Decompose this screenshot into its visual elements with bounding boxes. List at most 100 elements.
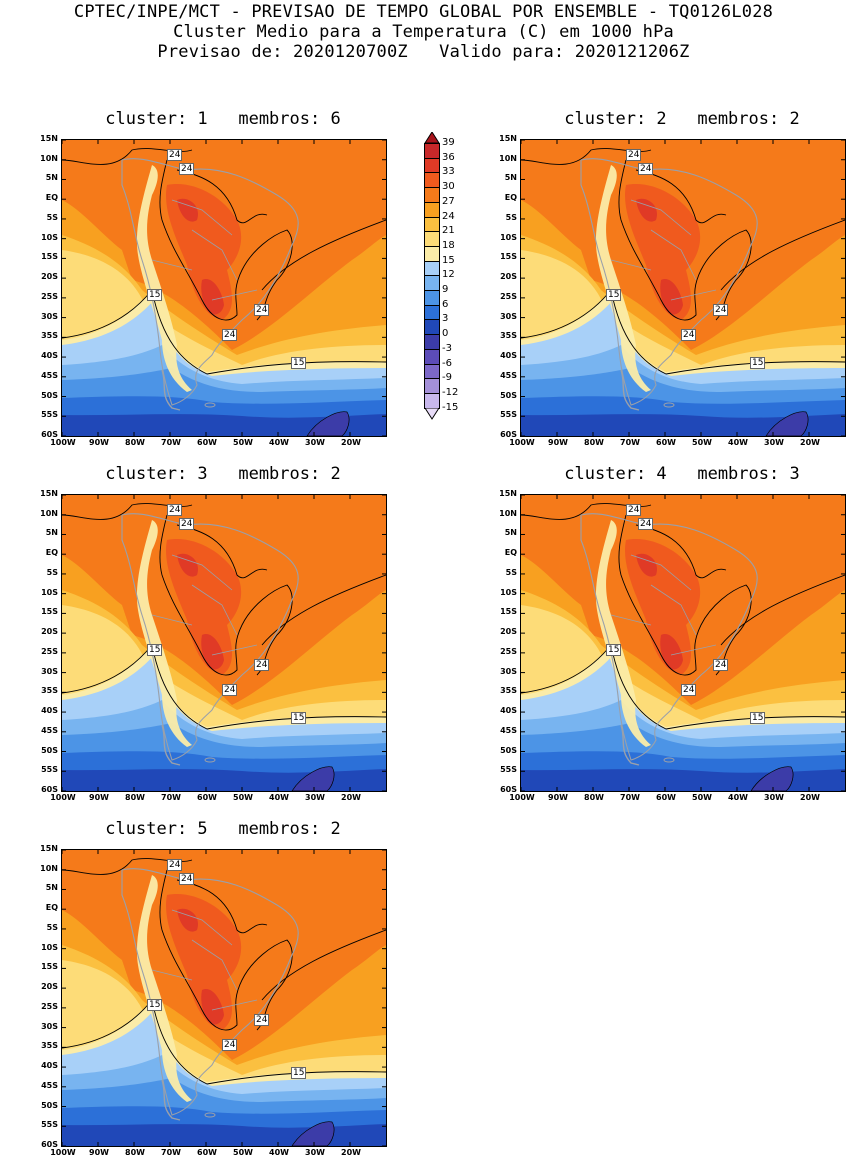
lon-tick-label: 80W	[125, 793, 145, 802]
lon-tick-label: 70W	[620, 793, 640, 802]
lat-tick-label: 60S	[500, 430, 517, 439]
map-svg	[62, 140, 386, 436]
contour-label: 24	[254, 659, 270, 671]
temperature-map	[61, 494, 387, 792]
map-svg	[521, 140, 845, 436]
panel-title: cluster: 3 membros: 2	[105, 464, 341, 484]
lon-tick-label: 100W	[50, 793, 76, 802]
contour-label: 24	[254, 1014, 270, 1026]
lon-tick-label: 30W	[305, 1148, 325, 1157]
lon-tick-label: 40W	[269, 1148, 289, 1157]
lat-tick-label: 15S	[41, 252, 58, 262]
colorbar-segment	[424, 319, 440, 336]
lon-tick-label: 30W	[764, 793, 784, 802]
colorbar-label: 21	[442, 225, 455, 237]
colorbar-label: 15	[442, 254, 455, 266]
lat-tick-label: 45S	[41, 1080, 58, 1090]
lat-tick-label: EQ	[45, 903, 58, 913]
contour-label: 24	[222, 329, 238, 341]
contour-label: 24	[179, 518, 195, 530]
colorbar-label: -9	[442, 372, 452, 384]
lon-tick-label: 20W	[341, 1148, 361, 1157]
lon-tick-label: 100W	[509, 793, 535, 802]
lat-tick-label: 45S	[41, 725, 58, 735]
lat-tick-label: EQ	[45, 548, 58, 558]
lon-tick-label: 70W	[620, 438, 640, 447]
lat-tick-label: 35S	[41, 686, 58, 696]
lon-tick-label: 80W	[584, 793, 604, 802]
colorbar-label: -15	[442, 401, 459, 413]
lon-tick-label: 20W	[800, 793, 820, 802]
lat-tick-label: 55S	[41, 1120, 58, 1130]
colorbar-label: 12	[442, 269, 455, 281]
colorbar-segment	[424, 172, 440, 189]
lon-tick-label: 100W	[50, 438, 76, 447]
colorbar-label: 36	[442, 151, 455, 163]
lon-tick-label: 50W	[233, 1148, 253, 1157]
lon-tick-label: 40W	[728, 438, 748, 447]
lat-tick-label: 15S	[500, 607, 517, 617]
lat-tick-label: 10N	[40, 153, 58, 163]
lat-tick-label: 60S	[41, 785, 58, 794]
colorbar-segment	[424, 275, 440, 291]
contour-label: 24	[681, 329, 697, 341]
lon-tick-label: 40W	[728, 793, 748, 802]
lat-tick-label: 50S	[500, 390, 517, 400]
lat-tick-label: 40S	[500, 706, 517, 716]
contour-label: 24	[179, 873, 195, 885]
lat-tick-label: 10S	[41, 587, 58, 597]
lon-tick-label: 90W	[89, 793, 109, 802]
lat-tick-label: 25S	[41, 1001, 58, 1011]
lat-tick-label: EQ	[45, 193, 58, 203]
lat-tick-label: 15N	[499, 489, 517, 498]
colorbar-segment	[424, 304, 440, 321]
lat-tick-label: 25S	[500, 291, 517, 301]
colorbar-segment	[424, 334, 440, 350]
contour-label: 15	[291, 357, 307, 369]
colorbar-label: 3	[442, 313, 449, 325]
temperature-map	[61, 849, 387, 1147]
lat-tick-label: 55S	[500, 765, 517, 775]
panel-title: cluster: 2 membros: 2	[564, 109, 800, 129]
contour-label: 24	[179, 163, 195, 175]
lon-tick-label: 50W	[233, 793, 253, 802]
colorbar-segment	[424, 143, 440, 159]
lat-tick-label: 30S	[41, 666, 58, 676]
colorbar-segment	[424, 392, 440, 409]
lat-tick-label: 10S	[41, 942, 58, 952]
lon-tick-label: 40W	[269, 438, 289, 447]
colorbar-segment	[424, 260, 440, 277]
lat-tick-label: 15S	[41, 607, 58, 617]
lat-tick-label: 10S	[41, 232, 58, 242]
lat-tick-label: 5N	[504, 173, 517, 183]
colorbar-segment	[424, 378, 440, 394]
lat-tick-label: EQ	[504, 193, 517, 203]
lat-tick-label: 10N	[499, 508, 517, 518]
contour-label: 15	[750, 712, 766, 724]
lat-tick-label: 40S	[41, 706, 58, 716]
lat-tick-label: 45S	[500, 370, 517, 380]
colorbar-label: -3	[442, 342, 452, 354]
colorbar-label: 18	[442, 239, 455, 251]
lon-tick-label: 30W	[305, 793, 325, 802]
lat-tick-label: 35S	[41, 1041, 58, 1051]
contour-label: 24	[638, 518, 654, 530]
lat-tick-label: 35S	[500, 686, 517, 696]
lat-tick-label: 30S	[41, 311, 58, 321]
contour-label: 24	[167, 859, 183, 871]
lat-tick-label: 10S	[500, 232, 517, 242]
colorbar-label: 6	[442, 298, 449, 310]
colorbar-label: 30	[442, 181, 455, 193]
colorbar-segment	[424, 157, 440, 174]
lat-tick-label: 30S	[500, 311, 517, 321]
lat-tick-label: 20S	[500, 272, 517, 282]
colorbar-label: 24	[442, 210, 455, 222]
lon-tick-label: 60W	[197, 438, 217, 447]
lon-tick-label: 30W	[305, 438, 325, 447]
lon-tick-label: 80W	[584, 438, 604, 447]
lat-tick-label: 30S	[500, 666, 517, 676]
panel-title: cluster: 5 membros: 2	[105, 819, 341, 839]
lon-tick-label: 80W	[125, 1148, 145, 1157]
lat-tick-label: 60S	[500, 785, 517, 794]
contour-label: 15	[291, 712, 307, 724]
